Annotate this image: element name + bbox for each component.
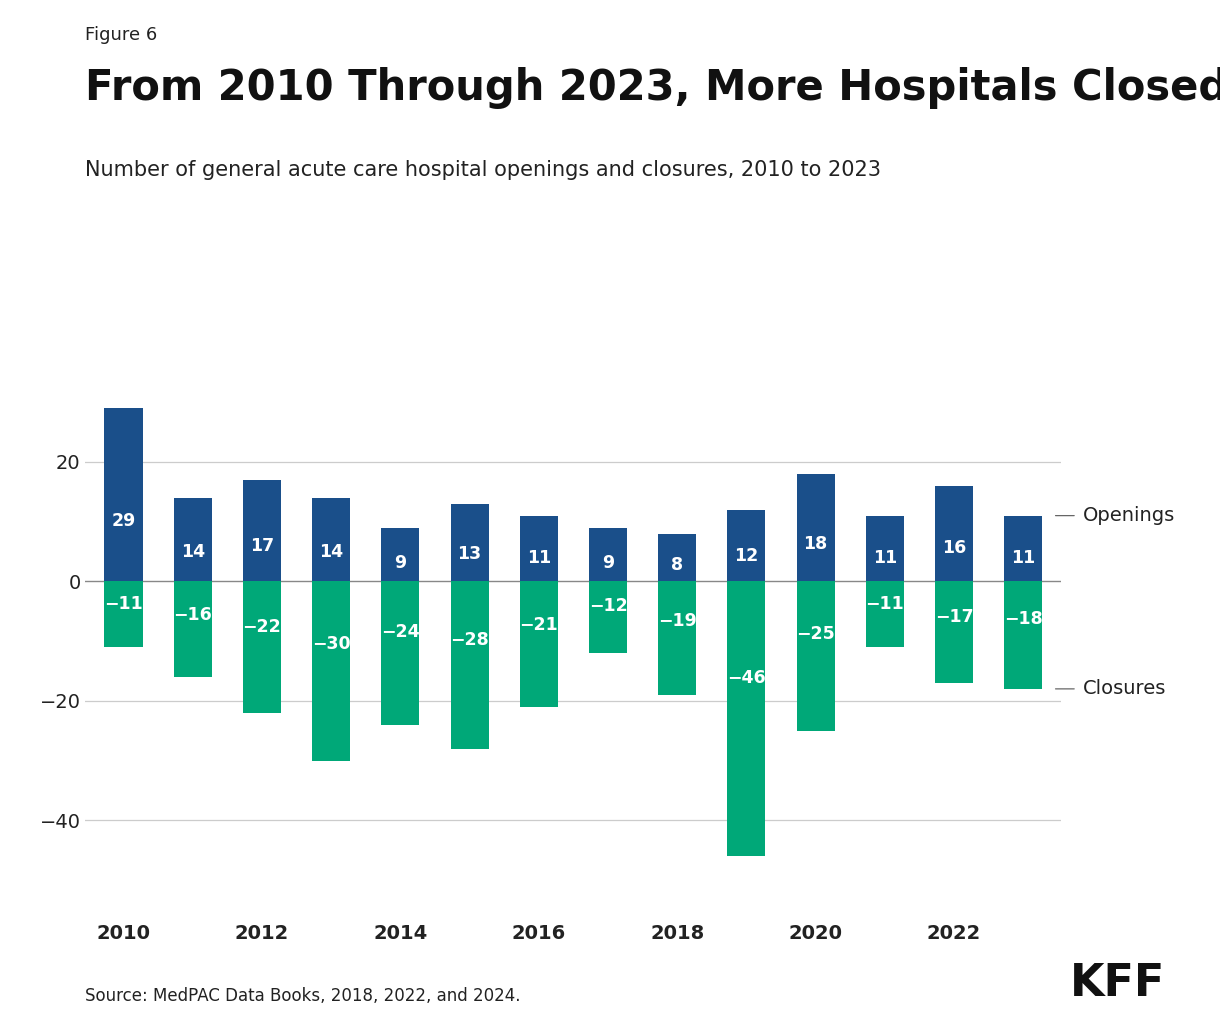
- Bar: [1004, 516, 1042, 581]
- Text: From 2010 Through 2023, More Hospitals Closed Than Opened: From 2010 Through 2023, More Hospitals C…: [85, 67, 1220, 110]
- Bar: [935, 581, 974, 682]
- Text: 14: 14: [320, 543, 343, 561]
- Bar: [1004, 581, 1042, 689]
- Text: 9: 9: [394, 553, 406, 572]
- Text: 29: 29: [111, 512, 135, 529]
- Bar: [797, 581, 834, 731]
- Bar: [243, 480, 281, 581]
- Text: −46: −46: [727, 669, 766, 687]
- Text: 11: 11: [872, 549, 897, 568]
- Bar: [659, 534, 697, 581]
- Text: 12: 12: [734, 547, 759, 566]
- Bar: [589, 581, 627, 653]
- Text: Source: MedPAC Data Books, 2018, 2022, and 2024.: Source: MedPAC Data Books, 2018, 2022, a…: [85, 987, 521, 1005]
- Text: 13: 13: [458, 545, 482, 564]
- Bar: [382, 527, 420, 581]
- Text: 17: 17: [250, 537, 274, 555]
- Text: −22: −22: [243, 618, 282, 636]
- Text: 18: 18: [804, 535, 828, 553]
- Text: 9: 9: [601, 553, 614, 572]
- Text: −16: −16: [173, 606, 212, 624]
- Text: −25: −25: [797, 625, 834, 642]
- Text: Figure 6: Figure 6: [85, 26, 157, 43]
- Text: KFF: KFF: [1070, 962, 1165, 1005]
- Text: −18: −18: [1004, 610, 1043, 628]
- Bar: [312, 497, 350, 581]
- Bar: [105, 581, 143, 647]
- Text: 16: 16: [942, 539, 966, 557]
- Text: 8: 8: [671, 555, 683, 574]
- Bar: [450, 581, 488, 749]
- Text: 11: 11: [527, 549, 551, 568]
- Bar: [173, 497, 212, 581]
- Bar: [243, 581, 281, 712]
- Bar: [312, 581, 350, 761]
- Bar: [866, 516, 904, 581]
- Text: −17: −17: [935, 608, 974, 626]
- Bar: [727, 510, 765, 581]
- Text: Number of general acute care hospital openings and closures, 2010 to 2023: Number of general acute care hospital op…: [85, 160, 881, 180]
- Bar: [727, 581, 765, 856]
- Text: 14: 14: [181, 543, 205, 561]
- Bar: [866, 581, 904, 647]
- Bar: [382, 581, 420, 725]
- Bar: [797, 474, 834, 581]
- Text: 11: 11: [1011, 549, 1036, 568]
- Bar: [520, 516, 558, 581]
- Text: −11: −11: [104, 596, 143, 613]
- Bar: [105, 408, 143, 581]
- Text: Openings: Openings: [1082, 506, 1175, 525]
- Text: −11: −11: [865, 596, 904, 613]
- Bar: [935, 486, 974, 581]
- Text: −12: −12: [588, 598, 627, 615]
- Text: −24: −24: [381, 622, 420, 640]
- Bar: [173, 581, 212, 677]
- Bar: [659, 581, 697, 695]
- Text: −21: −21: [520, 616, 559, 634]
- Text: −30: −30: [312, 635, 350, 653]
- Text: −28: −28: [450, 631, 489, 649]
- Text: −19: −19: [658, 612, 697, 630]
- Bar: [450, 504, 488, 581]
- Text: Closures: Closures: [1082, 679, 1166, 698]
- Bar: [589, 527, 627, 581]
- Bar: [520, 581, 558, 707]
